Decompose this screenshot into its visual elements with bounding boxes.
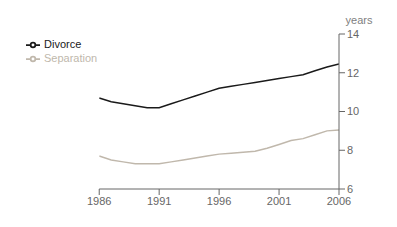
svg-text:12: 12 [347,67,359,79]
svg-text:1986: 1986 [87,195,111,207]
svg-text:1991: 1991 [147,195,171,207]
svg-text:2006: 2006 [327,195,351,207]
svg-text:14: 14 [347,28,359,40]
html-text:Separation: Separation [44,52,98,65]
svg-text:6: 6 [347,183,353,195]
svg-text:10: 10 [347,105,359,117]
html-text:Divorce: Divorce [44,38,82,50]
svg-text:8: 8 [347,144,353,156]
svg-text:1996: 1996 [207,195,231,207]
svg-text:years: years [346,14,373,26]
svg-text:2001: 2001 [267,195,291,207]
